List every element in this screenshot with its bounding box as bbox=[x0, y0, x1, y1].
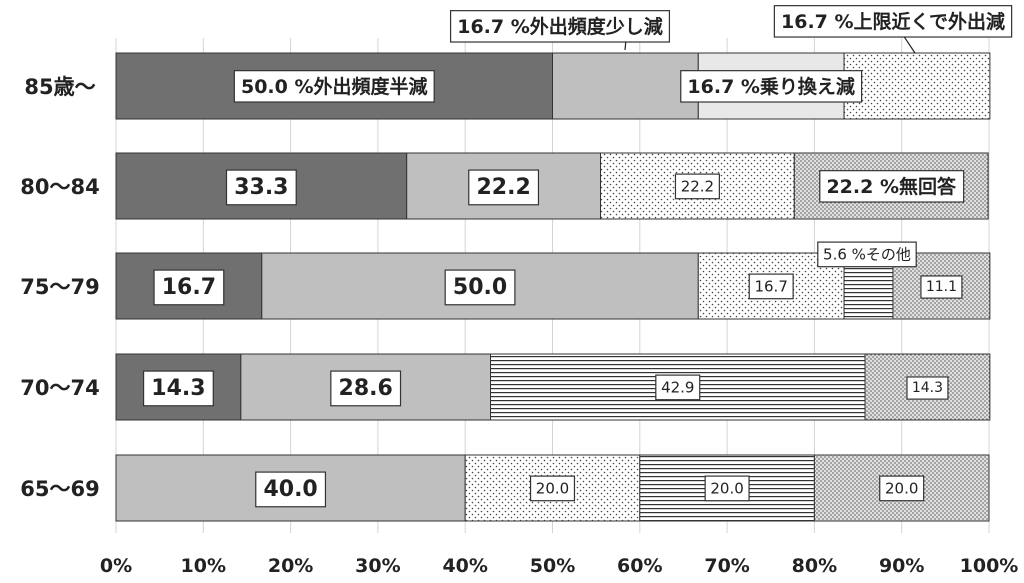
x-tick-label: 100% bbox=[960, 555, 1019, 577]
data-label: 22.2 bbox=[468, 169, 540, 206]
data-label-text: 16.7 bbox=[162, 275, 216, 300]
category-label: 80〜84 bbox=[20, 175, 99, 199]
data-label-text: 50.0 bbox=[453, 275, 507, 300]
data-label-box bbox=[704, 475, 750, 502]
category-label: 70〜74 bbox=[20, 376, 99, 400]
callout-leader bbox=[624, 41, 627, 51]
data-label-text: 11.1 bbox=[926, 279, 957, 295]
data-label: 50.0 bbox=[444, 269, 516, 306]
x-tick-label: 70% bbox=[704, 555, 749, 577]
data-label: 16.7 bbox=[748, 273, 794, 300]
data-label-text: 28.6 bbox=[339, 376, 393, 401]
data-label-text: 42.9 bbox=[661, 378, 694, 396]
bar-segment bbox=[843, 52, 991, 120]
data-label-box bbox=[330, 370, 402, 407]
x-tick-label: 90% bbox=[879, 555, 924, 577]
data-label-text: 22.2 bbox=[681, 177, 714, 195]
data-label-box bbox=[142, 370, 214, 407]
data-label-box bbox=[233, 70, 435, 103]
data-label-box bbox=[655, 374, 701, 401]
data-label: 16.7 %乗り換え減 bbox=[680, 70, 863, 103]
data-label: 28.6 bbox=[330, 370, 402, 407]
data-label: 20.0 bbox=[704, 475, 750, 502]
data-label-box bbox=[468, 169, 540, 206]
data-label-box bbox=[225, 169, 297, 206]
data-label: 42.9 bbox=[655, 374, 701, 401]
data-label-text: 20.0 bbox=[710, 479, 743, 497]
data-label-text: 16.7 %乗り換え減 bbox=[687, 75, 855, 98]
data-label: 20.0 bbox=[879, 475, 925, 502]
callout-box bbox=[817, 241, 917, 268]
category-label: 75〜79 bbox=[20, 275, 99, 299]
data-label-text: 14.3 bbox=[912, 380, 943, 396]
x-tick-label: 60% bbox=[617, 555, 662, 577]
callout-text: 5.6 %その他 bbox=[823, 245, 911, 263]
data-label-box bbox=[879, 475, 925, 502]
data-label-box bbox=[153, 269, 225, 306]
callout: 16.7 %外出頻度少し減 bbox=[449, 10, 671, 43]
data-label-text: 33.3 bbox=[234, 175, 288, 200]
data-label-box bbox=[819, 170, 965, 203]
data-label-box bbox=[674, 173, 720, 200]
callout: 16.7 %上限近くで外出減 bbox=[773, 5, 1013, 38]
callout-box bbox=[449, 10, 671, 43]
data-labels: 50.0 %外出頻度半減 16.7 %乗り換え減 33.3 22.2 22.2 22.2 … bbox=[142, 70, 965, 508]
category-label: 85歳〜 bbox=[24, 75, 95, 99]
data-label-box bbox=[680, 70, 863, 103]
data-label: 40.0 bbox=[255, 471, 327, 508]
x-tick-label: 80% bbox=[792, 555, 837, 577]
x-tick-label: 30% bbox=[355, 555, 400, 577]
data-label-text: 50.0 %外出頻度半減 bbox=[241, 75, 428, 98]
bar-segment bbox=[406, 152, 602, 220]
data-label: 11.1 bbox=[920, 275, 963, 299]
data-label: 50.0 %外出頻度半減 bbox=[233, 70, 435, 103]
data-label: 20.0 bbox=[529, 475, 576, 502]
axes: 0% 10% 20% 30% 40% 50% 60% 70% 80% 90% 100% 85歳〜 80〜… bbox=[20, 75, 1018, 577]
data-label-box bbox=[920, 275, 963, 299]
data-label: 22.2 %無回答 bbox=[819, 170, 965, 203]
data-label-text: 20.0 bbox=[885, 479, 918, 497]
callouts: 16.7 %外出頻度少し減 16.7 %上限近くで外出減 5.6 %その他 bbox=[449, 5, 1013, 268]
data-label-box bbox=[444, 269, 516, 306]
data-label-text: 16.7 bbox=[754, 277, 787, 295]
data-label-text: 22.2 bbox=[476, 175, 530, 200]
x-tick-label: 50% bbox=[530, 555, 575, 577]
data-label-text: 40.0 bbox=[263, 477, 317, 502]
callout-text: 16.7 %上限近くで外出減 bbox=[781, 10, 1005, 33]
category-label: 65〜69 bbox=[20, 477, 99, 501]
data-label-box bbox=[255, 471, 327, 508]
data-label: 16.7 bbox=[153, 269, 225, 306]
x-tick-label: 20% bbox=[268, 555, 313, 577]
data-label-box bbox=[748, 273, 794, 300]
x-tick-label: 40% bbox=[442, 555, 487, 577]
data-label-box bbox=[529, 475, 576, 502]
data-label-box bbox=[906, 376, 949, 400]
data-label: 14.3 bbox=[906, 376, 949, 400]
data-label-text: 20.0 bbox=[536, 479, 569, 497]
callout: 5.6 %その他 bbox=[817, 241, 917, 268]
data-label: 33.3 bbox=[225, 169, 297, 206]
bar-segment bbox=[552, 52, 699, 120]
data-label: 14.3 bbox=[142, 370, 214, 407]
callout-text: 16.7 %外出頻度少し減 bbox=[457, 15, 663, 38]
data-label: 22.2 bbox=[674, 173, 720, 200]
x-tick-label: 10% bbox=[181, 555, 226, 577]
callout-box bbox=[773, 5, 1013, 38]
data-label-text: 22.2 %無回答 bbox=[826, 175, 957, 198]
x-tick-label: 0% bbox=[100, 555, 132, 577]
callout-leader bbox=[903, 36, 916, 54]
data-label-text: 14.3 bbox=[151, 376, 205, 401]
